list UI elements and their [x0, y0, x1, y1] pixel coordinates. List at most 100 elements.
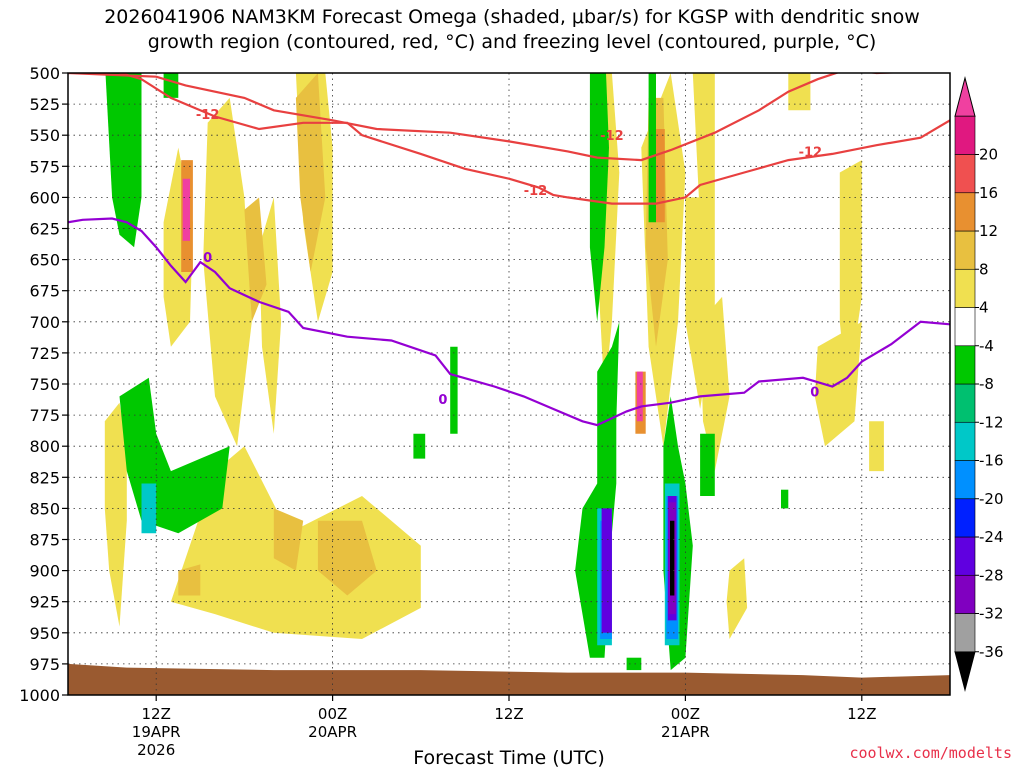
colorbar-top-arrow: [954, 76, 976, 117]
y-tick-label: 825: [29, 468, 60, 487]
chart-title-line-2: growth region (contoured, red, °C) and f…: [148, 31, 877, 53]
colorbar-swatch: [954, 154, 976, 194]
y-tick-label: 525: [29, 95, 60, 114]
colorbar-tick-label: -12: [979, 413, 1004, 431]
y-tick-label: 1000: [19, 686, 60, 705]
omega-region-9: [692, 73, 715, 223]
y-tick-label: 575: [29, 157, 60, 176]
contour-freezing-level: [68, 217, 950, 427]
y-tick-label: 625: [29, 220, 60, 239]
colorbar-swatch: [954, 421, 976, 461]
omega-region-14: [726, 558, 748, 639]
omega-region-35: [450, 346, 458, 434]
y-tick-label: 500: [29, 64, 60, 83]
colorbar-tick-label: -36: [979, 643, 1004, 661]
omega-region-3: [259, 197, 282, 434]
contour-label: -12: [524, 184, 548, 199]
x-tick-label: 20APR: [308, 723, 357, 741]
y-tick-label: 975: [29, 655, 60, 674]
chart-title-line-1: 2026041906 NAM3KM Forecast Omega (shaded…: [104, 6, 920, 28]
colorbar-swatch: [954, 192, 976, 232]
colorbar: -36 -32 -28 -24 -20 -16 -12 -8 -4 4 8 12 16 20: [954, 76, 1004, 692]
omega-region-10: [700, 296, 730, 472]
y-axis: 500 525 550 575 600 625 650 675 700 725 750 775 800 8…: [19, 64, 68, 705]
contour-label: -12: [799, 145, 823, 160]
y-tick-label: 725: [29, 344, 60, 363]
colorbar-tick-label: -16: [979, 452, 1004, 470]
contour-label: -12: [600, 129, 624, 144]
omega-region-27: [105, 73, 142, 248]
x-tick-label: 12Z: [142, 705, 171, 723]
y-tick-label: 675: [29, 282, 60, 301]
colorbar-swatch: [954, 268, 976, 308]
omega-region-23: [656, 129, 665, 223]
x-axis-label: Forecast Time (UTC): [413, 747, 604, 768]
colorbar-tick-label: 4: [979, 299, 989, 317]
y-tick-label: 775: [29, 406, 60, 425]
y-tick-label: 925: [29, 593, 60, 612]
colorbar-tick-label: -4: [979, 337, 994, 355]
omega-region-31: [589, 73, 609, 322]
colorbar-tick-label: 8: [979, 260, 989, 278]
omega-region-44: [601, 508, 612, 633]
colorbar-tick-label: -28: [979, 566, 1004, 584]
omega-region-15: [788, 73, 811, 111]
colorbar-bottom-arrow: [954, 651, 976, 692]
contour-label: 0: [810, 385, 819, 400]
omega-region-2: [203, 97, 252, 447]
colorbar-swatch: [954, 613, 976, 653]
grid-lines: [68, 73, 950, 695]
contour-label: 0: [203, 251, 212, 266]
colorbar-swatch: [954, 115, 976, 155]
colorbar-tick-label: -32: [979, 605, 1004, 623]
y-tick-label: 700: [29, 313, 60, 332]
x-tick-label: 2026: [137, 741, 175, 759]
x-tick-label: 21APR: [661, 723, 710, 741]
omega-region-47: [670, 520, 675, 596]
colorbar-swatch: [954, 307, 976, 347]
credit-text: coolwx.com/modelts: [849, 744, 1012, 762]
omega-region-37: [781, 489, 789, 509]
y-tick-label: 650: [29, 251, 60, 270]
y-tick-label: 750: [29, 375, 60, 394]
colorbar-swatch: [954, 536, 976, 576]
omega-region-36: [700, 433, 715, 496]
omega-region-26: [636, 371, 643, 422]
x-tick-label: 00Z: [318, 705, 347, 723]
temperature-contours: -12 -12 0 -12 -12 0 0: [68, 73, 950, 427]
contour-label: -12: [196, 108, 220, 123]
omega-region-32: [648, 73, 656, 223]
colorbar-swatch: [954, 345, 976, 385]
x-tick-label: 12Z: [494, 705, 523, 723]
colorbar-swatch: [954, 498, 976, 538]
y-tick-label: 950: [29, 624, 60, 643]
colorbar-swatch: [954, 383, 976, 423]
colorbar-swatch: [954, 460, 976, 500]
y-tick-label: 800: [29, 437, 60, 456]
colorbar-tick-label: -8: [979, 375, 994, 393]
omega-region-38: [626, 657, 642, 671]
y-tick-label: 600: [29, 188, 60, 207]
colorbar-tick-label: 20: [979, 146, 998, 164]
y-tick-label: 850: [29, 499, 60, 518]
colorbar-tick-label: 16: [979, 184, 998, 202]
y-tick-label: 875: [29, 531, 60, 550]
colorbar-swatch: [954, 574, 976, 614]
omega-region-39: [141, 483, 157, 534]
omega-region-21: [178, 564, 201, 596]
omega-region-34: [413, 433, 426, 459]
y-tick-label: 900: [29, 562, 60, 581]
omega-region-25: [182, 178, 190, 241]
colorbar-tick-label: -20: [979, 490, 1004, 508]
colorbar-tick-label: 12: [979, 222, 998, 240]
x-tick-label: 00Z: [671, 705, 700, 723]
contour-dgz-lower: [68, 73, 909, 162]
y-tick-label: 550: [29, 126, 60, 145]
x-tick-label: 12Z: [847, 705, 876, 723]
contour-label: 0: [438, 393, 447, 408]
contour-dgz-upper: [68, 73, 950, 205]
omega-region-0: [104, 402, 127, 627]
colorbar-swatch: [954, 230, 976, 270]
